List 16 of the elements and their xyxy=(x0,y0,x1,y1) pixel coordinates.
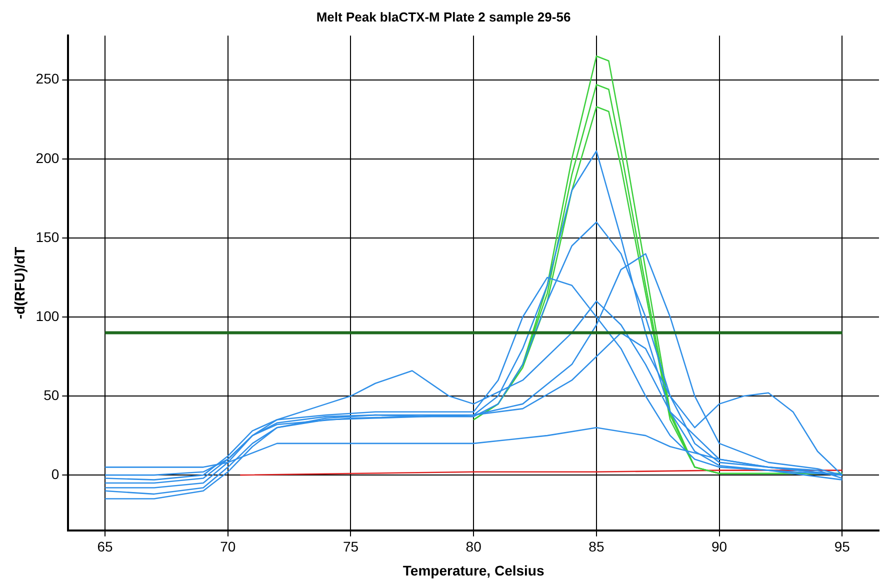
y-tick-label: 50 xyxy=(44,386,60,403)
x-tick-label: 90 xyxy=(712,538,728,555)
y-tick-label: 0 xyxy=(51,466,60,482)
y-axis-title: -d(RFU)/dT xyxy=(11,246,28,320)
y-tick-label: 150 xyxy=(36,228,60,245)
y-tick-label: 250 xyxy=(36,70,60,87)
x-tick-label: 75 xyxy=(342,538,359,555)
chart-title: Melt Peak blaCTX-M Plate 2 sample 29-56 xyxy=(316,9,571,24)
x-axis-title: Temperature, Celsius xyxy=(402,562,544,578)
x-tick-label: 65 xyxy=(97,538,114,555)
x-tick-label: 95 xyxy=(834,538,850,555)
y-tick-label: 200 xyxy=(36,150,60,166)
x-tick-label: 85 xyxy=(588,538,604,555)
y-tick-label: 100 xyxy=(36,308,60,324)
x-tick-label: 70 xyxy=(220,538,236,555)
x-tick-label: 80 xyxy=(466,538,482,555)
